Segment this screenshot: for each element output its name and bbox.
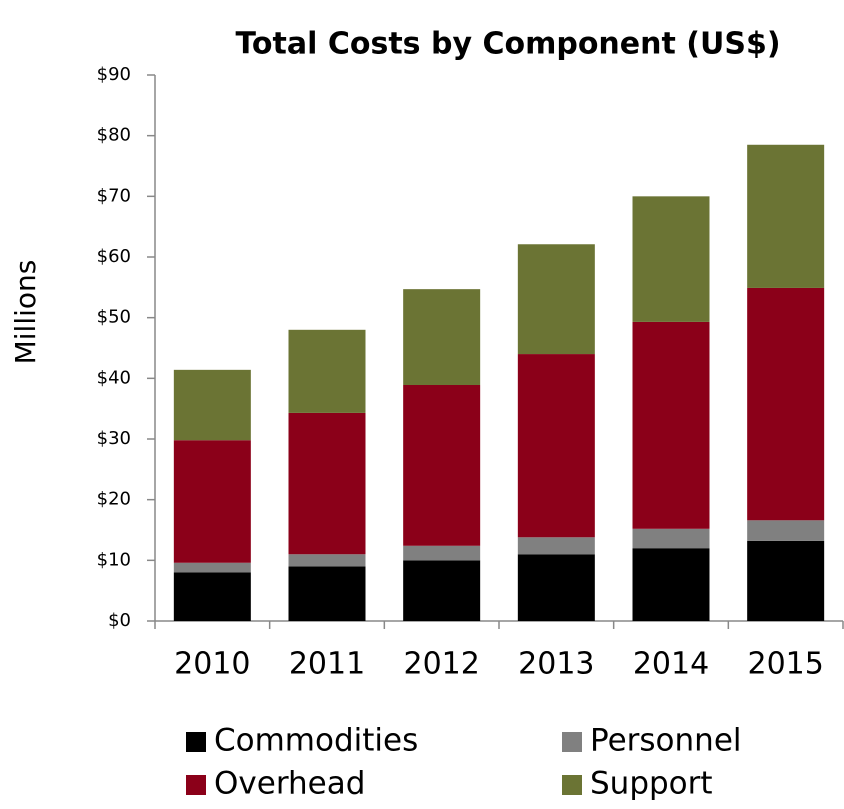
legend-swatch — [186, 775, 206, 795]
y-tick-label: $0 — [108, 610, 131, 631]
bar-segment — [632, 196, 710, 322]
bar-segment — [288, 566, 366, 621]
legend-label: Commodities — [214, 723, 418, 759]
chart-title: Total Costs by Component (US$) — [235, 27, 780, 62]
bar-segment — [747, 540, 825, 621]
legend-swatch — [562, 732, 582, 752]
bar-segment — [403, 289, 481, 386]
y-tick-label: $20 — [97, 489, 131, 510]
bar-segment — [747, 287, 825, 521]
x-tick-label: 2010 — [174, 647, 250, 682]
bar-segment — [288, 554, 366, 567]
bar-segment — [632, 321, 710, 529]
x-tick-label: 2012 — [403, 647, 479, 682]
bar-segment — [403, 560, 481, 621]
legend-swatch — [562, 775, 582, 795]
bar-segment — [747, 520, 825, 541]
legend-label: Support — [590, 766, 713, 802]
legend-swatch — [186, 732, 206, 752]
legend-label: Overhead — [214, 766, 365, 802]
bar-segment — [517, 244, 595, 355]
y-tick-label: $80 — [97, 125, 131, 146]
legend-label: Personnel — [590, 723, 742, 759]
bar-segment — [288, 329, 366, 413]
bar-segment — [632, 548, 710, 621]
bar-segment — [288, 412, 366, 555]
bar-segment — [173, 562, 251, 573]
x-tick-label: 2013 — [518, 647, 594, 682]
bar-segment — [517, 554, 595, 621]
x-tick-label: 2014 — [633, 647, 709, 682]
bar-segment — [173, 369, 251, 441]
y-tick-label: $40 — [97, 367, 131, 388]
x-tick-label: 2015 — [747, 647, 823, 682]
y-tick-label: $30 — [97, 428, 131, 449]
y-tick-label: $70 — [97, 185, 131, 206]
y-tick-label: $60 — [97, 246, 131, 267]
bar-segment — [517, 354, 595, 538]
y-tick-label: $90 — [97, 64, 131, 85]
bar-segment — [517, 537, 595, 555]
bar-segment — [403, 385, 481, 546]
x-tick-label: 2011 — [289, 647, 365, 682]
y-axis-label: Millions — [9, 260, 42, 365]
bar-segment — [173, 440, 251, 563]
bar-segment — [632, 528, 710, 549]
y-tick-label: $50 — [97, 307, 131, 328]
bar-segment — [173, 572, 251, 621]
bar-segment — [747, 144, 825, 288]
y-tick-label: $10 — [97, 549, 131, 570]
bar-segment — [403, 545, 481, 561]
